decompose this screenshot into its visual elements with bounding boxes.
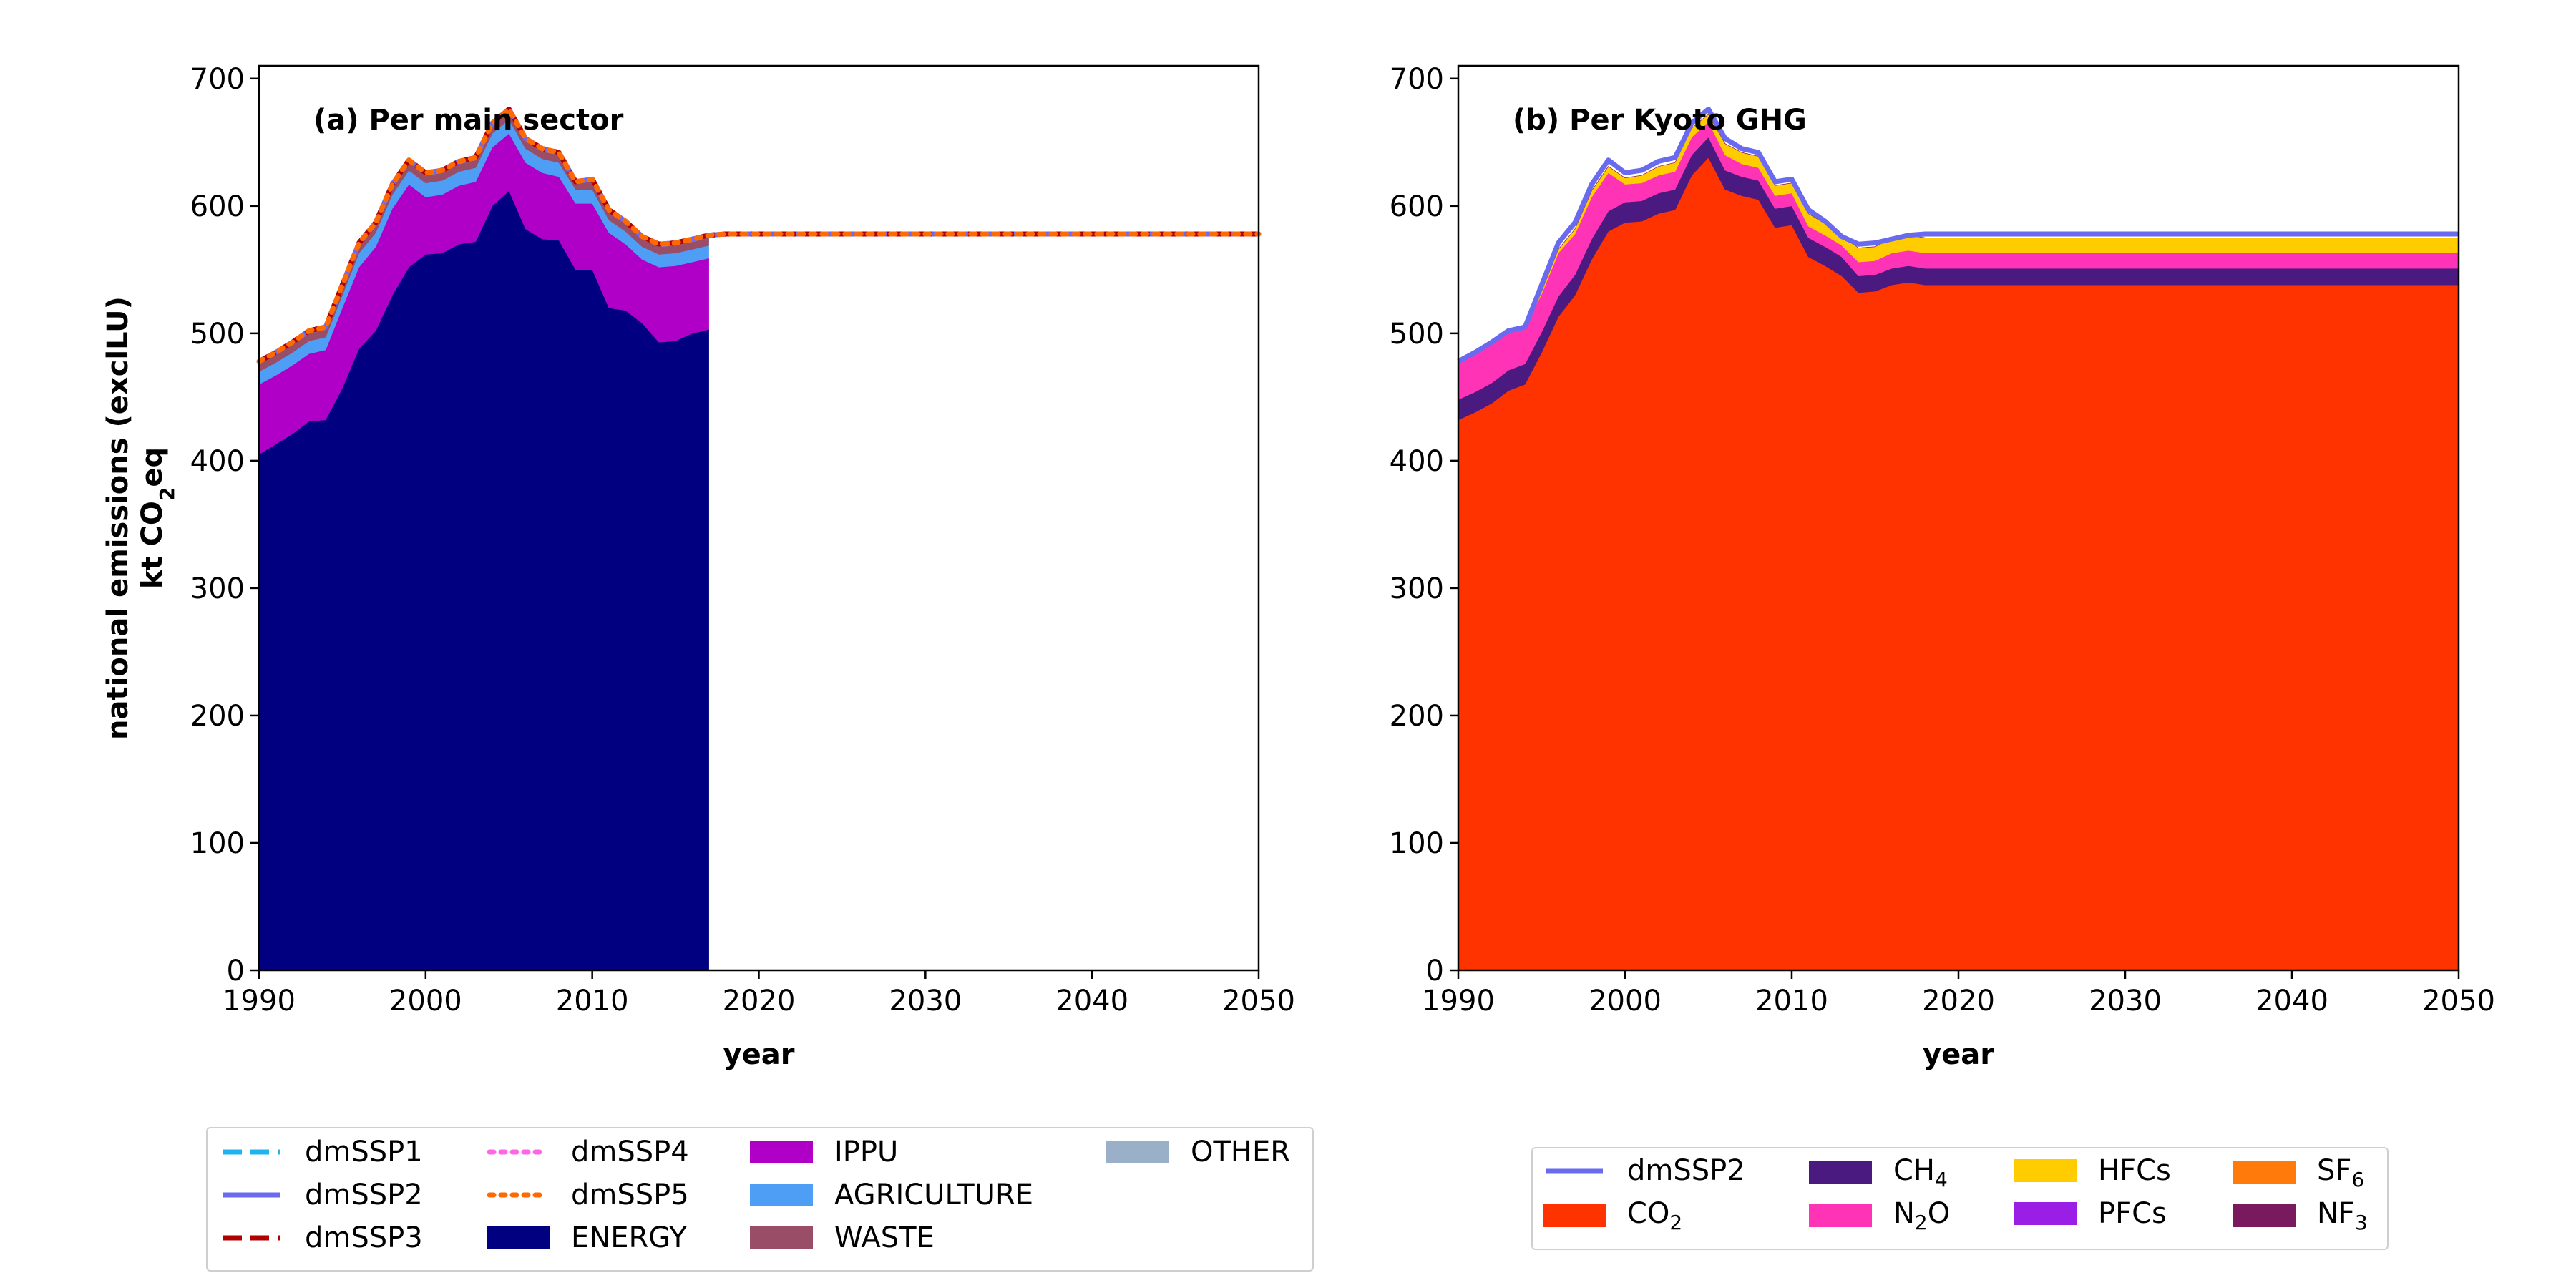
- x-tick-label-b-2020: 2020: [1922, 985, 1995, 1018]
- legend-b-sf6: SF6: [2233, 1154, 2364, 1191]
- legend-panel-a: dmSSP1 dmSSP2 dmSSP3 dmSSP4 dmSSP5 ENERGY IPPU…: [206, 1127, 1314, 1272]
- legend-label-b-pfcs: PFCs: [2098, 1197, 2167, 1230]
- legend-label-a-ippu: IPPU: [834, 1136, 899, 1169]
- legend-label-b-nf3: NF3: [2317, 1197, 2368, 1234]
- legend-swatch-a-ippu: [750, 1136, 813, 1168]
- legend-label-a-energy: ENERGY: [571, 1221, 687, 1254]
- line-a-dmssp5: [256, 107, 1262, 364]
- legend-label-a-dmssp2: dmSSP2: [305, 1179, 423, 1211]
- x-tick-label-b-2010: 2010: [1755, 985, 1828, 1018]
- y-axis-label-line2: kt CO2eq: [136, 447, 179, 589]
- legend-label-a-dmssp5: dmSSP5: [571, 1179, 689, 1211]
- legend-swatch-b-nf3: [2233, 1200, 2296, 1231]
- legend-swatch-b-n2o: [1809, 1200, 1872, 1231]
- legend-b-ch4: CH4: [1809, 1154, 1948, 1191]
- y-tick-label-b-700: 700: [1390, 63, 1444, 96]
- legend-b-co2: CO2: [1543, 1197, 1682, 1234]
- legend-a-dmssp5: dmSSP5: [487, 1179, 689, 1211]
- legend-swatch-a-other: [1106, 1136, 1169, 1168]
- x-tick-label-a-2000: 2000: [389, 985, 462, 1018]
- panel-a-per-main-sector: 1990 2000 2010 2020 2030 2040 2050 0 100 200 300 40…: [102, 63, 1295, 1071]
- x-tick-label-a-2020: 2020: [723, 985, 796, 1018]
- legend-swatch-a-energy: [487, 1222, 550, 1254]
- x-tick-label-a-2010: 2010: [556, 985, 629, 1018]
- y-tick-label-b-0: 0: [1426, 955, 1444, 987]
- legend-swatch-b-pfcs: [2014, 1198, 2077, 1229]
- x-tick-label-a-2050: 2050: [1222, 985, 1295, 1018]
- area-b-nf3: [1458, 114, 2459, 362]
- y-tick-label-b-300: 300: [1390, 572, 1444, 605]
- legend-label-a-agriculture: AGRICULTURE: [834, 1179, 1034, 1211]
- legend-a-dmssp3: dmSSP3: [220, 1221, 423, 1254]
- x-axis-label-b: year: [1923, 1038, 1994, 1071]
- legend-label-b-n2o: N2O: [1893, 1197, 1951, 1234]
- legend-swatch-a-waste: [750, 1222, 813, 1254]
- chart-title-a: (a) Per main sector: [313, 104, 624, 137]
- legend-a-dmssp1: dmSSP1: [220, 1136, 423, 1169]
- x-tick-label-a-2030: 2030: [889, 985, 962, 1018]
- legend-label-a-dmssp3: dmSSP3: [305, 1221, 423, 1254]
- y-tick-label-a-0: 0: [227, 955, 245, 987]
- legend-swatch-b-hfcs: [2014, 1155, 2077, 1186]
- y-axis-label-line1: national emissions (exclLU): [102, 296, 135, 740]
- x-tick-label-b-1990: 1990: [1422, 985, 1495, 1018]
- x-tick-label-b-2000: 2000: [1589, 985, 1662, 1018]
- legend-b-nf3: NF3: [2233, 1197, 2368, 1234]
- legend-b-dmssp2: dmSSP2: [1543, 1154, 1745, 1187]
- y-tick-label-b-100: 100: [1390, 827, 1444, 860]
- legend-swatch-a-dmssp2: [220, 1179, 283, 1211]
- legend-label-a-dmssp4: dmSSP4: [571, 1136, 689, 1169]
- legend-a-ippu: IPPU: [750, 1136, 898, 1169]
- legend-a-dmssp2: dmSSP2: [220, 1179, 423, 1211]
- x-tick-label-b-2030: 2030: [2089, 985, 2162, 1018]
- legend-label-a-other: OTHER: [1191, 1136, 1291, 1169]
- line-b-dmssp2: [1457, 107, 2459, 364]
- y-tick-label-a-200: 200: [190, 700, 245, 733]
- x-tick-label-a-1990: 1990: [223, 985, 296, 1018]
- y-tick-label-a-400: 400: [190, 445, 245, 478]
- x-axis-label-a: year: [723, 1038, 795, 1071]
- y-tick-label-b-400: 400: [1390, 445, 1444, 478]
- chart-title-b: (b) Per Kyoto GHG: [1513, 104, 1807, 137]
- y-tick-label-b-600: 600: [1390, 190, 1444, 223]
- legend-b-pfcs: PFCs: [2014, 1197, 2167, 1230]
- legend-label-b-sf6: SF6: [2317, 1154, 2365, 1191]
- legend-a-dmssp4: dmSSP4: [487, 1136, 689, 1169]
- legend-swatch-b-dmssp2: [1543, 1155, 1606, 1186]
- legend-swatch-a-dmssp3: [220, 1222, 283, 1254]
- legend-swatch-a-dmssp5: [487, 1179, 550, 1211]
- legend-swatch-a-agriculture: [750, 1179, 813, 1211]
- y-tick-label-a-500: 500: [190, 318, 245, 351]
- legend-swatch-b-sf6: [2233, 1157, 2296, 1189]
- legend-label-a-dmssp1: dmSSP1: [305, 1136, 423, 1169]
- legend-label-b-dmssp2: dmSSP2: [1627, 1154, 1745, 1187]
- y-tick-label-a-300: 300: [190, 572, 245, 605]
- legend-label-b-hfcs: HFCs: [2098, 1154, 2171, 1187]
- legend-b-hfcs: HFCs: [2014, 1154, 2171, 1187]
- legend-label-a-waste: WASTE: [834, 1221, 935, 1254]
- legend-b-n2o: N2O: [1809, 1197, 1950, 1234]
- x-tick-label-b-2050: 2050: [2422, 985, 2495, 1018]
- legend-label-b-ch4: CH4: [1893, 1154, 1948, 1191]
- y-tick-label-a-600: 600: [190, 190, 245, 223]
- legend-swatch-b-co2: [1543, 1200, 1606, 1231]
- legend-a-energy: ENERGY: [487, 1221, 687, 1254]
- legend-swatch-a-dmssp4: [487, 1136, 550, 1168]
- y-tick-label-a-100: 100: [190, 827, 245, 860]
- y-tick-label-b-200: 200: [1390, 700, 1444, 733]
- legend-a-waste: WASTE: [750, 1221, 935, 1254]
- panel-b-per-kyoto-ghg: 1990 2000 2010 2020 2030 2040 2050 0 100 200 300 40…: [1390, 63, 2495, 1071]
- y-tick-label-a-700: 700: [190, 63, 245, 96]
- legend-a-agriculture: AGRICULTURE: [750, 1179, 1033, 1211]
- legend-panel-b: dmSSP2 CO2 CH4 N2O HFCs PFCs SF6 NF3: [1531, 1147, 2389, 1250]
- legend-label-b-co2: CO2: [1627, 1197, 1683, 1234]
- legend-swatch-a-dmssp1: [220, 1136, 283, 1168]
- legend-a-other: OTHER: [1106, 1136, 1290, 1169]
- legend-swatch-b-ch4: [1809, 1157, 1872, 1189]
- x-tick-label-a-2040: 2040: [1055, 985, 1128, 1018]
- y-tick-label-b-500: 500: [1390, 318, 1444, 351]
- x-tick-label-b-2040: 2040: [2255, 985, 2328, 1018]
